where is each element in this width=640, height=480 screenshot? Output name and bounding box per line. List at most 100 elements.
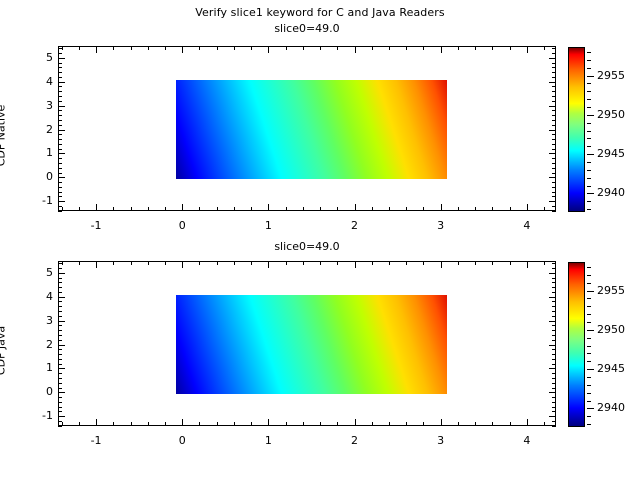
x-axis-tick-label: 4: [523, 219, 531, 232]
y-axis-tick-label: -1: [42, 409, 53, 423]
x-axis-minor-tick: [371, 422, 373, 426]
y-axis-tick: [58, 57, 65, 59]
y-axis-minor-tick: [58, 363, 62, 365]
y-axis-tick: [58, 129, 65, 131]
x-axis-tick-label: 1: [264, 219, 272, 232]
colorbar-minor-tick: [587, 282, 591, 284]
y-axis-minor-tick: [58, 91, 62, 93]
colorbar-minor-tick: [587, 99, 591, 101]
y-axis-tick-label: 2: [46, 122, 53, 136]
colorbar-minor-tick: [587, 314, 591, 316]
x-axis-minor-tick: [406, 207, 408, 211]
x-axis-tick: [440, 46, 442, 53]
x-axis-tick-label: 0: [178, 219, 186, 232]
x-axis-tick-label: 2: [351, 434, 359, 447]
y-axis-minor-tick: [58, 182, 62, 184]
y-axis-minor-tick: [58, 349, 62, 351]
x-axis-minor-tick: [233, 46, 235, 50]
y-axis-minor-tick: [552, 387, 556, 389]
y-axis-minor-tick: [552, 334, 556, 336]
y-axis-minor-tick: [552, 306, 556, 308]
y-axis-tick: [58, 105, 65, 107]
x-axis-minor-tick: [509, 207, 511, 211]
x-axis-minor-tick: [285, 261, 287, 265]
colorbar-minor-tick: [587, 384, 591, 386]
x-axis-minor-tick: [457, 261, 459, 265]
panel-subtitle: slice0=49.0: [274, 240, 340, 253]
y-axis-tick: [58, 368, 65, 370]
x-axis-minor-tick: [233, 261, 235, 265]
y-axis-tick: [58, 272, 65, 274]
y-axis-minor-tick: [58, 196, 62, 198]
y-axis-minor-tick: [552, 282, 556, 284]
y-axis-minor-tick: [58, 311, 62, 313]
page-title: Verify slice1 keyword for C and Java Rea…: [195, 6, 445, 19]
x-axis-minor-tick: [371, 207, 373, 211]
colorbar-tick: [587, 329, 594, 331]
x-axis-tick: [268, 419, 270, 426]
x-axis-minor-tick: [302, 422, 304, 426]
colorbar-minor-tick: [587, 67, 591, 69]
y-axis-minor-tick: [552, 96, 556, 98]
x-axis-minor-tick: [216, 207, 218, 211]
colorbar-minor-tick: [587, 138, 591, 140]
y-axis-minor-tick: [58, 282, 62, 284]
y-axis-tick: [58, 320, 65, 322]
heatmap-image: [176, 295, 447, 394]
y-axis-tick: [58, 153, 65, 155]
x-axis-minor-tick: [492, 46, 494, 50]
y-axis-minor-tick: [552, 358, 556, 360]
y-axis-minor-tick: [552, 139, 556, 141]
y-axis-minor-tick: [58, 62, 62, 64]
y-axis-minor-tick: [552, 325, 556, 327]
colorbar-minor-tick: [587, 122, 591, 124]
colorbar-tick-label: 2955: [597, 283, 625, 297]
colorbar-minor-tick: [587, 185, 591, 187]
x-axis-tick-label: 3: [437, 434, 445, 447]
colorbar-tick-label: 2940: [597, 401, 625, 415]
x-axis-minor-tick: [320, 422, 322, 426]
y-axis-minor-tick: [552, 62, 556, 64]
y-axis-minor-tick: [58, 382, 62, 384]
x-axis-tick: [440, 261, 442, 268]
x-axis-minor-tick: [406, 46, 408, 50]
colorbar-minor-tick: [587, 298, 591, 300]
plot-axes[interactable]: CDF Java -1 0 1 2 3 4 -1 0 1 2 3 4 5: [0, 261, 556, 447]
y-axis-minor-tick: [58, 52, 62, 54]
y-axis-minor-tick: [552, 421, 556, 423]
colorbar-tick-label: 2950: [597, 107, 625, 121]
y-axis-label: CDF Java: [0, 325, 8, 375]
colorbar-tick-label: 2940: [597, 186, 625, 200]
y-axis-minor-tick: [58, 291, 62, 293]
y-axis-minor-tick: [58, 287, 62, 289]
x-axis-minor-tick: [302, 207, 304, 211]
x-axis-minor-tick: [164, 261, 166, 265]
panel-cdf-native: slice0=49.0 CDF Native -1 0 1 2 3 4 -1 0 1 2 3 4 5 2…: [0, 22, 625, 232]
y-axis-minor-tick: [552, 263, 556, 265]
x-axis-tick: [526, 46, 528, 53]
x-axis-minor-tick: [423, 261, 425, 265]
x-axis-minor-tick: [216, 422, 218, 426]
y-axis-minor-tick: [552, 411, 556, 413]
y-axis-minor-tick: [552, 186, 556, 188]
y-axis-tick: [549, 81, 556, 83]
y-axis-minor-tick: [58, 397, 62, 399]
y-axis-minor-tick: [552, 143, 556, 145]
y-axis-minor-tick: [58, 315, 62, 317]
x-axis-tick: [526, 204, 528, 211]
colorbar: 2940 2945 2950 2955: [568, 262, 625, 427]
x-axis-minor-tick: [113, 46, 115, 50]
y-axis-minor-tick: [552, 48, 556, 50]
x-axis-minor-tick: [147, 422, 149, 426]
plot-axes[interactable]: CDF Native -1 0 1 2 3 4 -1 0 1 2 3 4 5: [0, 46, 556, 232]
y-axis-tick: [549, 344, 556, 346]
y-axis-minor-tick: [58, 306, 62, 308]
x-axis-minor-tick: [233, 207, 235, 211]
y-axis-minor-tick: [552, 287, 556, 289]
x-axis-minor-tick: [320, 46, 322, 50]
x-axis-minor-tick: [285, 46, 287, 50]
x-axis-minor-tick: [130, 46, 132, 50]
x-axis-minor-tick: [199, 261, 201, 265]
y-axis-tick-label: 5: [46, 265, 53, 279]
